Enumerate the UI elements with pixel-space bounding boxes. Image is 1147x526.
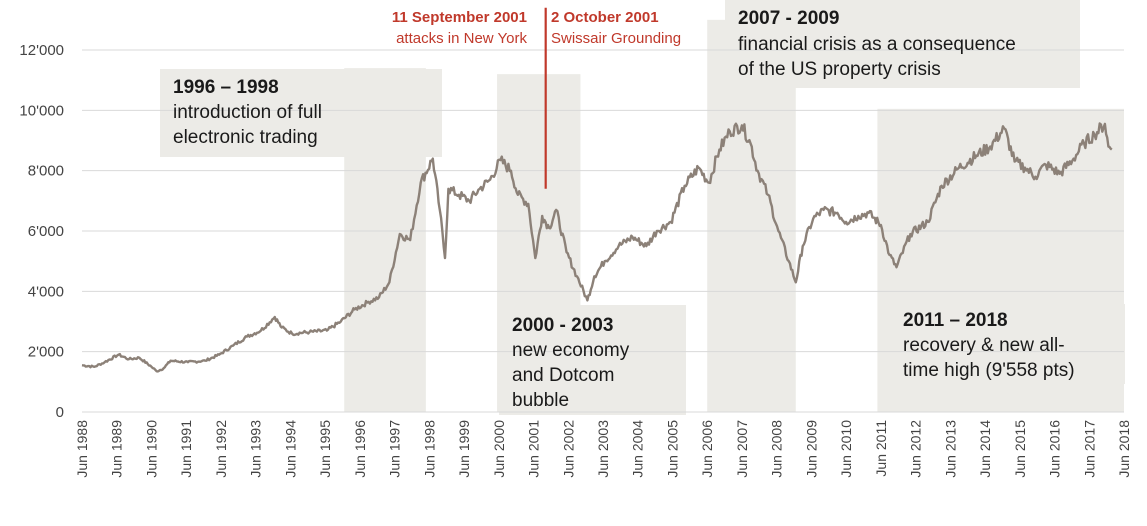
- event-title: 11 September 2001: [392, 9, 527, 26]
- y-tick-label: 4'000: [28, 283, 64, 300]
- x-tick-label: Jun 2002: [560, 420, 576, 478]
- x-tick-label: Jun 2017: [1081, 420, 1097, 478]
- x-tick-label: Jun 1996: [352, 420, 368, 478]
- x-tick-label: Jun 2008: [769, 420, 785, 478]
- x-tick-label: Jun 2013: [942, 420, 958, 478]
- annotation-line: electronic trading: [173, 127, 318, 148]
- x-tick-label: Jun 2010: [838, 420, 854, 478]
- y-gridlines: [82, 49, 1124, 413]
- annotation-title: 2000 - 2003: [512, 315, 613, 336]
- x-tick-label: Jun 2005: [664, 420, 680, 478]
- x-tick-label: Jun 1992: [213, 420, 229, 478]
- y-tick-label: 0: [56, 404, 64, 421]
- annotation-line: bubble: [512, 390, 569, 411]
- annotation-line: financial crisis as a consequence: [738, 34, 1016, 55]
- x-tick-label: Jun 1995: [317, 420, 333, 478]
- series-line-index: [81, 122, 1113, 373]
- x-tick-label: Jun 2000: [491, 420, 507, 478]
- x-tick-label: Jun 2007: [734, 420, 750, 478]
- x-tick-label: Jun 2014: [977, 420, 993, 478]
- y-tick-label: 10'000: [19, 102, 64, 119]
- annotation-title: 1996 – 1998: [173, 77, 279, 98]
- y-tick-label: 8'000: [28, 163, 64, 180]
- annotation-line: introduction of full: [173, 102, 322, 123]
- x-tick-label: Jun 1993: [248, 420, 264, 478]
- x-tick-label: Jun 2016: [1047, 420, 1063, 478]
- x-tick-label: Jun 1994: [282, 420, 298, 478]
- annotation-1996: 1996 – 1998 introduction of full electro…: [173, 77, 322, 148]
- y-axis: 0 2'000 4'000 6'000 8'000 10'000 12'000: [19, 42, 64, 421]
- y-tick-label: 6'000: [28, 223, 64, 240]
- event-subtitle: attacks in New York: [396, 30, 527, 47]
- annotation-boxes: [160, 0, 1125, 415]
- x-tick-label: Jun 2012: [908, 420, 924, 478]
- annotation-box-2000: [499, 305, 686, 415]
- annotation-line: time high (9'558 pts): [903, 360, 1075, 381]
- x-tick-label: Jun 2018: [1116, 420, 1132, 478]
- x-tick-label: Jun 1999: [456, 420, 472, 478]
- x-tick-label: Jun 1990: [143, 420, 159, 478]
- x-tick-label: Jun 2004: [630, 420, 646, 478]
- annotation-line: and Dotcom: [512, 365, 614, 386]
- x-tick-label: Jun 1989: [109, 420, 125, 478]
- annotation-2007: 2007 - 2009 financial crisis as a conseq…: [738, 8, 1016, 80]
- y-tick-label: 2'000: [28, 344, 64, 361]
- x-tick-label: Jun 1997: [387, 420, 403, 478]
- event-label-oct-2001: 2 October 2001 Swissair Grounding: [551, 9, 681, 47]
- event-title: 2 October 2001: [551, 9, 659, 26]
- x-tick-label: Jun 2009: [803, 420, 819, 478]
- annotation-title: 2007 - 2009: [738, 8, 839, 29]
- x-tick-label: Jun 2003: [595, 420, 611, 478]
- x-axis: Jun 1988 Jun 1989 Jun 1990 Jun 1991 Jun 1992…: [74, 420, 1132, 478]
- event-label-sept-2001: 11 September 2001 attacks in New York: [392, 9, 528, 47]
- annotation-box-1996: [160, 69, 442, 157]
- annotation-2000: 2000 - 2003 new economy and Dotcom bubbl…: [512, 315, 630, 411]
- annotation-line: of the US property crisis: [738, 59, 941, 80]
- annotation-box-2007: [725, 0, 1080, 88]
- x-tick-label: Jun 1998: [421, 420, 437, 478]
- annotation-line: recovery & new all-: [903, 335, 1065, 356]
- x-tick-label: Jun 2015: [1012, 420, 1028, 478]
- x-tick-label: Jun 1991: [178, 420, 194, 478]
- annotation-line: new economy: [512, 340, 630, 361]
- y-tick-label: 12'000: [19, 42, 64, 59]
- annotation-title: 2011 – 2018: [903, 310, 1008, 331]
- x-tick-label: Jun 1988: [74, 420, 90, 478]
- x-tick-label: Jun 2001: [526, 420, 542, 478]
- x-tick-label: Jun 2006: [699, 420, 715, 478]
- event-subtitle: Swissair Grounding: [551, 30, 681, 47]
- annotation-box-2011: [891, 304, 1125, 384]
- annotation-2011: 2011 – 2018 recovery & new all- time hig…: [903, 310, 1075, 381]
- x-tick-label: Jun 2011: [873, 420, 889, 477]
